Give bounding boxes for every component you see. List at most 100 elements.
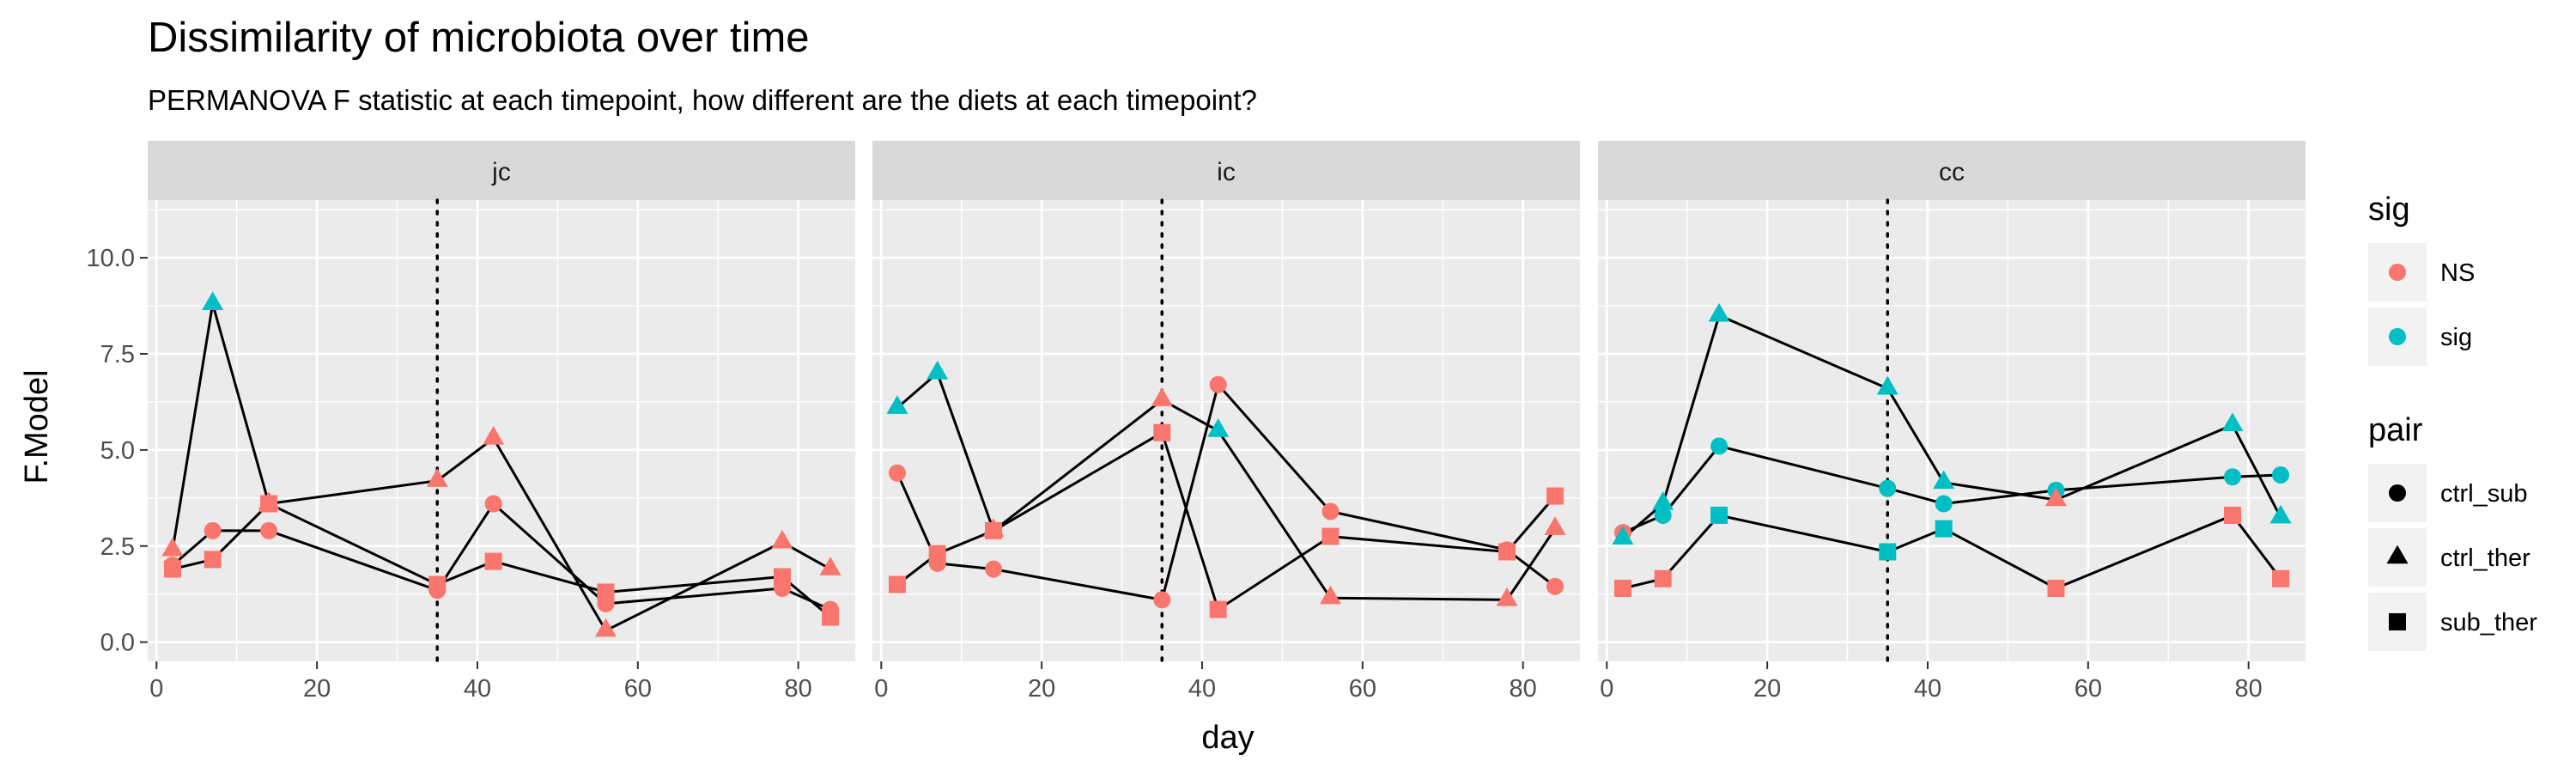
facet-strip [1598,141,2306,200]
data-point-ctrl_ther [161,537,184,557]
legend-title-pair: pair [2368,412,2423,448]
data-point-ctrl_ther [426,468,448,487]
data-point-sub_ther [888,575,906,593]
data-point-ctrl_sub [1321,502,1340,520]
legend-key-sig [2389,328,2406,345]
data-point-sub_ther [1710,506,1728,524]
data-point-ctrl_sub [1710,437,1728,455]
legend-label-NS: NS [2440,259,2475,287]
facet-strip [148,141,855,200]
legend-title-sig: sig [2368,192,2410,228]
data-point-sub_ther [985,521,1003,539]
data-point-sub_ther [1153,423,1171,441]
data-point-sub_ther [1546,487,1564,505]
x-tick-label: 40 [464,675,491,703]
legend-label-ctrl_sub: ctrl_sub [2440,480,2528,508]
series-line-ctrl_sub [896,381,1556,602]
data-point-sub_ther [1654,569,1672,587]
data-point-sub_ther [1209,600,1227,618]
data-point-sub_ther [163,560,181,578]
x-tick-label: 40 [1914,675,1941,703]
data-point-sub_ther [1498,543,1516,561]
data-point-ctrl_sub [888,464,906,482]
data-point-sub_ther [204,551,222,569]
x-tick-label: 20 [1028,675,1055,703]
facet-strip-label: ic [1217,158,1236,186]
data-point-sub_ther [484,552,502,570]
data-point-ctrl_sub [1879,479,1897,497]
data-point-sub_ther [2272,569,2290,587]
y-tick-label: 7.5 [100,341,135,368]
x-tick-label: 80 [1510,675,1537,703]
chart-subtitle: PERMANOVA F statistic at each timepoint,… [148,84,1257,116]
data-point-ctrl_ther [202,291,224,311]
y-axis-title: F.Model [19,369,55,484]
data-point-ctrl_sub [1546,577,1564,595]
data-point-ctrl_sub [985,560,1003,578]
data-point-sub_ther [1935,520,1953,538]
facet-strip [872,141,1580,200]
data-point-ctrl_ther [594,618,617,637]
data-point-ctrl_ther [2221,412,2244,432]
x-tick-label: 80 [785,675,812,703]
legend-label-ctrl_ther: ctrl_ther [2440,545,2530,572]
data-point-ctrl_ther [1708,302,1730,322]
data-point-sub_ther [260,495,278,513]
data-point-ctrl_ther [1496,587,1518,606]
legend-key-sub_ther [2389,613,2406,630]
panel-background [872,200,1580,661]
panel-background [148,200,855,661]
data-point-ctrl_ther [1933,470,1955,490]
data-point-ctrl_sub [1153,591,1171,609]
series-line-ctrl_ther [896,370,1557,601]
panel-background [1598,200,2306,661]
data-point-sub_ther [1321,527,1340,545]
panel-jc: jc 0 20 40 60 80 0.0 2.5 5.0 7.5 10.0 [87,141,855,703]
series-line-ctrl_sub [1622,444,2281,534]
data-point-ctrl_ther [2269,504,2292,524]
data-point-sub_ther [1879,543,1897,561]
data-point-ctrl_sub [204,521,222,539]
data-point-sub_ther [2047,579,2065,597]
data-point-ctrl_ther [1876,375,1899,395]
x-tick-label: 20 [303,675,331,703]
legend: sig NS sig pair ctrl_sub ctrl_ther sub_ther [2368,192,2537,651]
data-point-sub_ther [773,568,791,586]
data-point-ctrl_ther [1652,491,1674,510]
y-tick-label: 5.0 [100,437,135,465]
data-point-ctrl_sub [1654,506,1672,524]
x-axis-title: day [1201,720,1254,756]
series-line-ctrl_sub [172,502,831,611]
data-point-ctrl_ther [819,557,841,575]
data-point-ctrl_ther [2044,487,2067,507]
series-line-ctrl_ther [1622,313,2282,539]
x-tick-label: 60 [1349,675,1376,703]
legend-label-sig: sig [2440,324,2472,351]
chart-title: Dissimilarity of microbiota over time [148,15,810,61]
data-point-ctrl_sub [2272,466,2290,484]
legend-key-ctrl_sub [2389,484,2406,502]
data-point-ctrl_ther [771,529,793,549]
legend-key-ctrl_ther [2386,545,2409,564]
data-point-ctrl_ther [1544,516,1566,535]
data-point-ctrl_sub [1209,375,1227,393]
series-line-sub_ther [1622,514,2282,590]
data-point-sub_ther [597,583,615,601]
x-tick-label: 0 [874,675,888,703]
data-point-sub_ther [1613,579,1631,597]
legend-label-sub_ther: sub_ther [2440,609,2537,636]
series-line-ctrl_ther [171,303,831,633]
data-point-sub_ther [822,608,840,626]
series-line-sub_ther [896,430,1557,612]
x-tick-label: 0 [1600,675,1613,703]
data-point-ctrl_sub [484,495,502,513]
data-point-ctrl_ther [927,360,949,380]
x-tick-label: 60 [624,675,652,703]
data-point-ctrl_ther [483,426,505,445]
data-point-ctrl_sub [260,521,278,539]
data-point-ctrl_sub [1935,495,1953,513]
data-point-sub_ther [2223,506,2241,524]
x-tick-label: 0 [149,675,163,703]
